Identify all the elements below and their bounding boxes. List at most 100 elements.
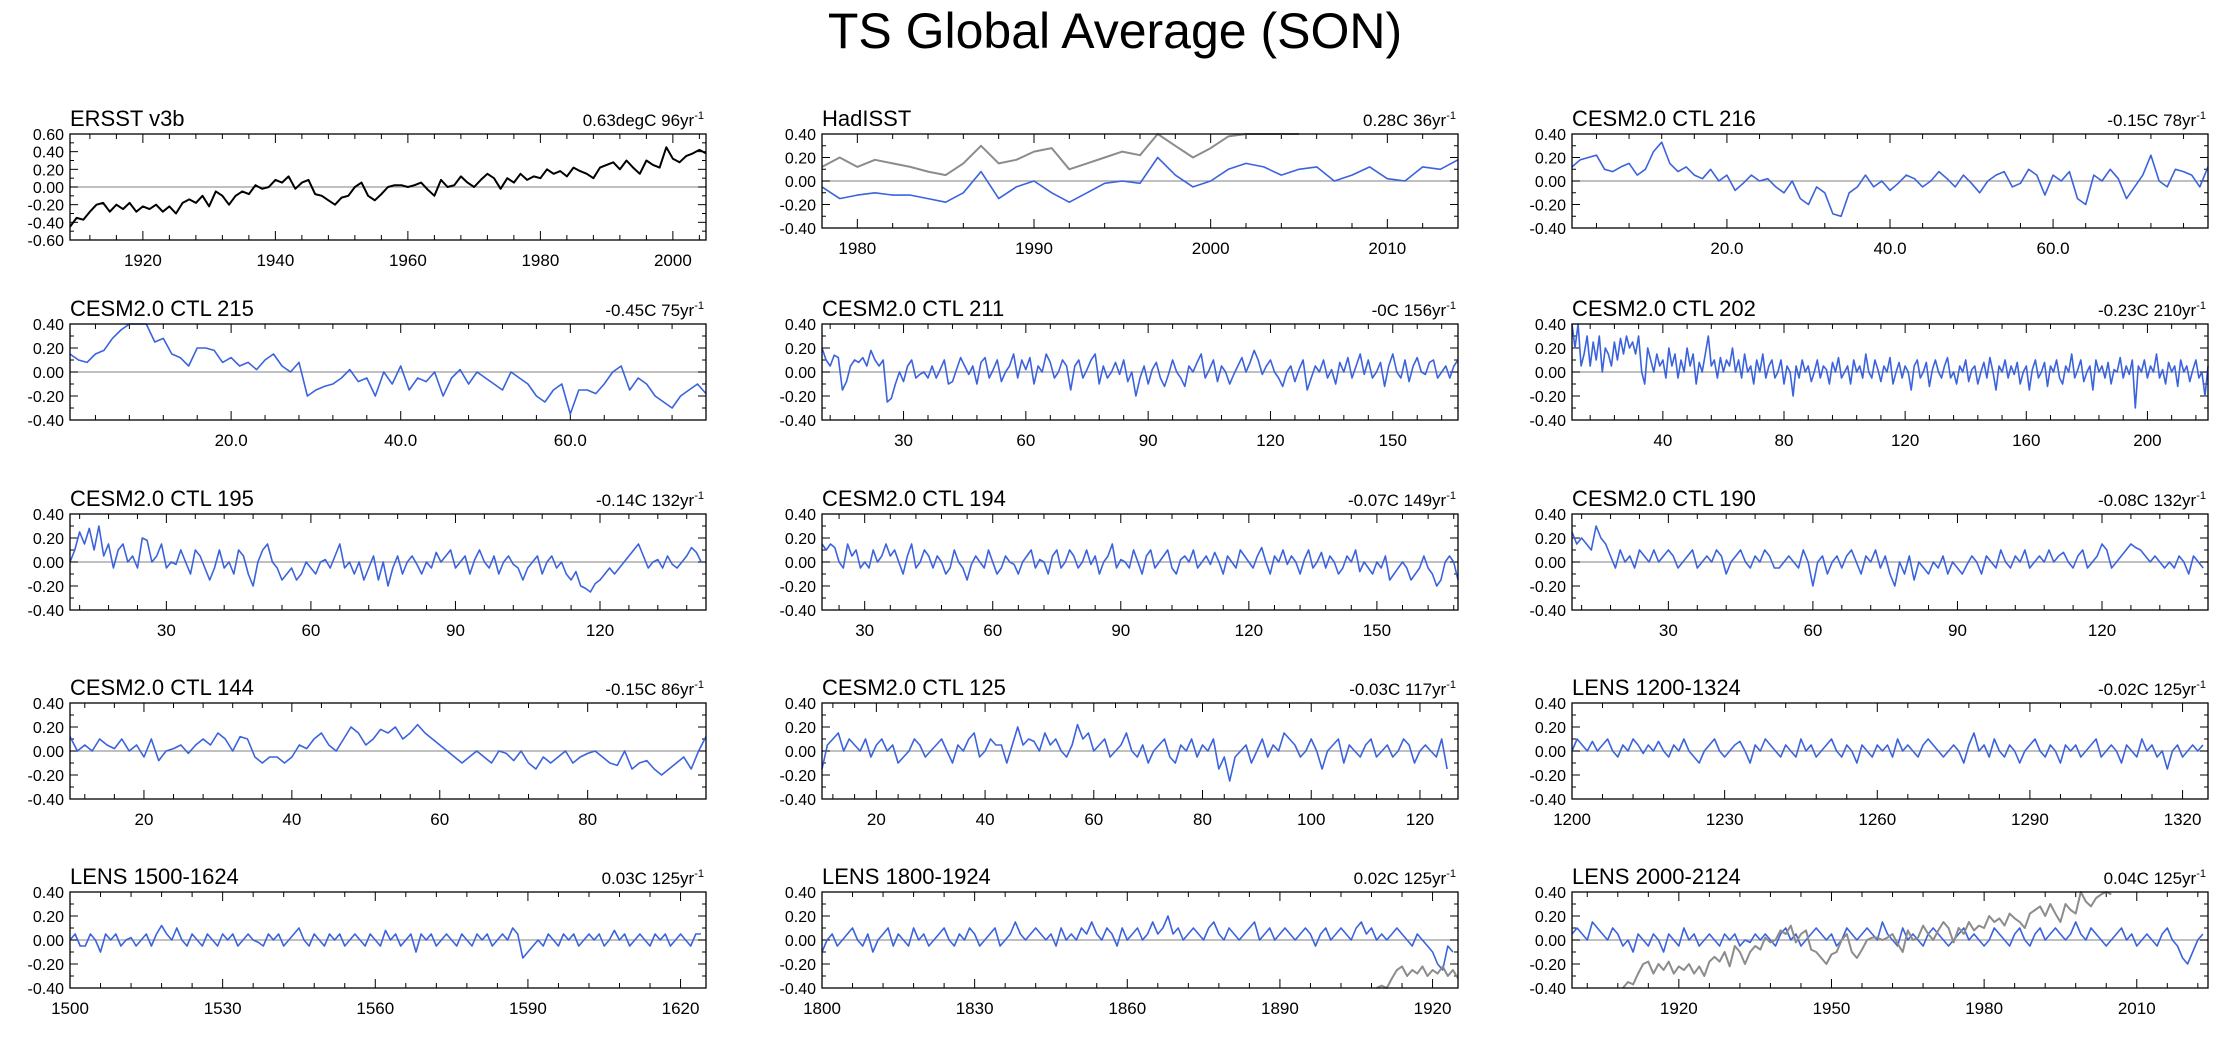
panel-frame xyxy=(821,323,1459,421)
y-tick-label: 0.00 xyxy=(33,180,64,197)
panel-6: CESM2.0 CTL 202 -0.23C 210yr-1 -0.40 -0.20 0… xyxy=(1530,296,2209,450)
x-tick-label: 1980 xyxy=(838,239,876,258)
panel-frame xyxy=(69,133,707,241)
panel-title: CESM2.0 CTL 216 xyxy=(1572,106,1756,131)
panel-title: LENS 1800-1924 xyxy=(822,864,991,889)
panel-title: LENS 2000-2124 xyxy=(1572,864,1741,889)
y-tick-label: 0.20 xyxy=(33,341,64,358)
x-tick-label: 1920 xyxy=(1660,999,1698,1018)
x-tick-label: 120 xyxy=(2088,621,2116,640)
y-tick-label: -0.20 xyxy=(1530,957,1567,974)
x-tick-label: 60 xyxy=(301,621,320,640)
x-tick-label: 90 xyxy=(446,621,465,640)
series-model-line xyxy=(1571,323,2209,409)
panel-frame xyxy=(1571,702,2209,800)
x-tick-label: 90 xyxy=(1139,431,1158,450)
panel-2: HadISST 0.28C 36yr-1 -0.40 -0.20 0.00 0.20 0.4… xyxy=(780,106,1459,258)
x-tick-label: 40 xyxy=(282,810,301,829)
y-tick-label: -0.20 xyxy=(28,389,65,406)
y-tick-label: 0.00 xyxy=(785,555,816,572)
panel-frame xyxy=(69,702,707,800)
y-tick-label: -0.20 xyxy=(780,579,817,596)
x-tick-label: 120 xyxy=(1235,621,1263,640)
panel-trend: 0.63degC 96yr-1 xyxy=(583,110,704,130)
y-tick-label: 0.40 xyxy=(33,317,64,334)
x-tick-label: 40.0 xyxy=(384,431,417,450)
series-obs-line xyxy=(69,146,707,228)
series-model-line xyxy=(69,723,707,776)
y-tick-label: -0.20 xyxy=(28,579,65,596)
x-tick-label: 150 xyxy=(1363,621,1391,640)
x-tick-label: 1590 xyxy=(509,999,547,1018)
y-tick-label: -0.40 xyxy=(1530,221,1567,238)
y-tick-label: 0.00 xyxy=(33,365,64,382)
y-tick-label: 0.00 xyxy=(1535,555,1566,572)
series-model-line xyxy=(1571,921,2204,965)
y-tick-label: 0.00 xyxy=(1535,174,1566,191)
panel-title: CESM2.0 CTL 211 xyxy=(822,296,1004,321)
y-tick-label: 0.40 xyxy=(785,507,816,524)
series-overlay-line xyxy=(821,133,1299,177)
y-tick-label: 0.20 xyxy=(785,341,816,358)
y-tick-label: -0.40 xyxy=(780,221,817,238)
y-tick-label: 0.00 xyxy=(1535,744,1566,761)
x-tick-label: 80 xyxy=(578,810,597,829)
x-tick-label: 1290 xyxy=(2011,810,2049,829)
y-tick-label: 0.00 xyxy=(785,744,816,761)
y-tick-label: 0.60 xyxy=(33,127,64,144)
panel-trend: 0.02C 125yr-1 xyxy=(1354,868,1456,888)
y-tick-label: 0.40 xyxy=(785,317,816,334)
panel-trend: 0.28C 36yr-1 xyxy=(1363,110,1456,130)
y-tick-label: -0.40 xyxy=(780,413,817,430)
x-tick-label: 1950 xyxy=(1813,999,1851,1018)
x-tick-label: 40 xyxy=(1653,431,1672,450)
panel-3: CESM2.0 CTL 216 -0.15C 78yr-1 -0.40 -0.20 0.… xyxy=(1530,106,2209,258)
x-tick-label: 80 xyxy=(1193,810,1212,829)
x-tick-label: 120 xyxy=(1406,810,1434,829)
y-tick-label: 0.20 xyxy=(1535,151,1566,168)
y-tick-label: 0.40 xyxy=(1535,317,1566,334)
x-tick-label: 1320 xyxy=(2164,810,2202,829)
y-tick-label: 0.40 xyxy=(33,145,64,162)
series-model-line xyxy=(1571,525,2204,587)
x-tick-label: 30 xyxy=(157,621,176,640)
series-model-line xyxy=(1571,732,2204,770)
panel-title: CESM2.0 CTL 194 xyxy=(822,486,1006,511)
panel-11: CESM2.0 CTL 125 -0.03C 117yr-1 -0.40 -0.20 0… xyxy=(780,675,1459,829)
panel-7: CESM2.0 CTL 195 -0.14C 132yr-1 -0.40 -0.20 0… xyxy=(28,486,707,640)
y-tick-label: 0.00 xyxy=(785,174,816,191)
y-tick-label: 0.20 xyxy=(785,531,816,548)
x-tick-label: 1890 xyxy=(1261,999,1299,1018)
page-title: TS Global Average (SON) xyxy=(827,3,1403,59)
y-tick-label: -0.40 xyxy=(780,603,817,620)
y-tick-label: -0.40 xyxy=(28,603,65,620)
x-tick-label: 60 xyxy=(983,621,1002,640)
x-tick-label: 150 xyxy=(1379,431,1407,450)
panel-trend: 0.03C 125yr-1 xyxy=(602,868,704,888)
x-tick-label: 60.0 xyxy=(2037,239,2070,258)
y-tick-label: -0.40 xyxy=(28,792,65,809)
y-tick-label: -0.20 xyxy=(1530,389,1567,406)
y-tick-label: -0.20 xyxy=(1530,579,1567,596)
x-tick-label: 60 xyxy=(1084,810,1103,829)
panel-trend: -0.15C 86yr-1 xyxy=(605,679,704,699)
panel-trend: 0.04C 125yr-1 xyxy=(2104,868,2206,888)
x-tick-label: 1860 xyxy=(1108,999,1146,1018)
y-tick-label: 0.00 xyxy=(785,933,816,950)
x-tick-label: 100 xyxy=(1297,810,1325,829)
x-tick-label: 1800 xyxy=(803,999,841,1018)
panel-frame xyxy=(821,133,1459,229)
panel-trend: -0.23C 210yr-1 xyxy=(2098,300,2206,320)
y-tick-label: -0.20 xyxy=(780,957,817,974)
y-tick-label: 0.00 xyxy=(33,744,64,761)
x-tick-label: 30 xyxy=(1659,621,1678,640)
y-tick-label: -0.20 xyxy=(28,768,65,785)
x-tick-label: 90 xyxy=(1948,621,1967,640)
panel-frame xyxy=(69,323,707,421)
x-tick-label: 200 xyxy=(2133,431,2161,450)
series-model-line xyxy=(821,347,1459,403)
x-tick-label: 1830 xyxy=(956,999,994,1018)
x-tick-label: 20.0 xyxy=(1710,239,1743,258)
panel-trend: -0C 156yr-1 xyxy=(1372,300,1456,320)
